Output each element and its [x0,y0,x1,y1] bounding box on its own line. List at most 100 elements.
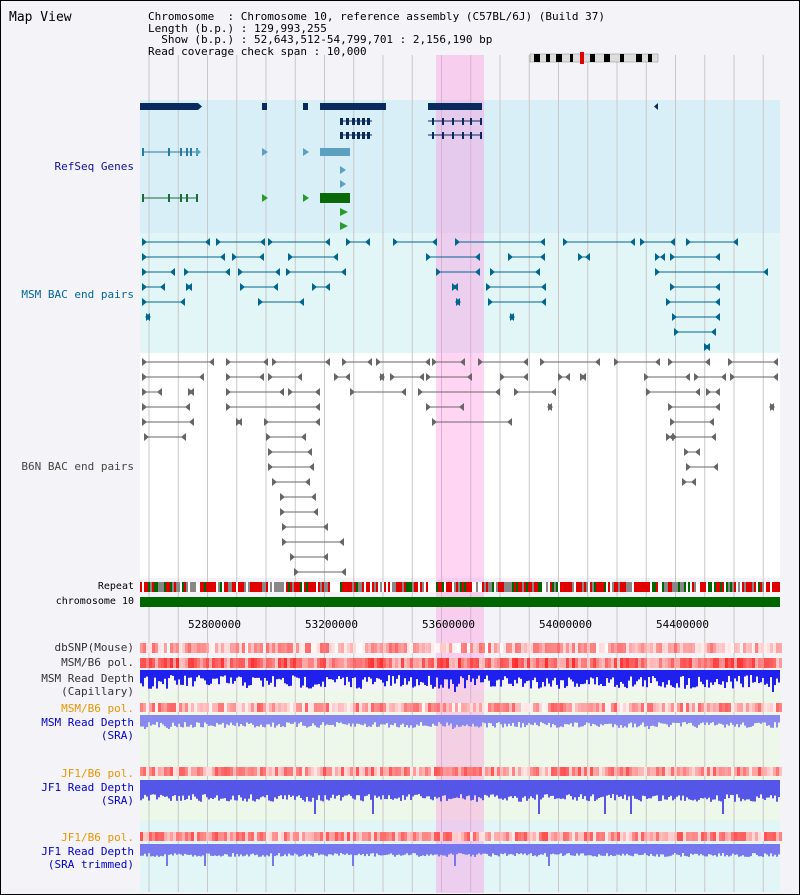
polymorphism-cell [443,643,446,653]
read-depth-bar [156,670,158,689]
b6n-bac-pair-end [279,388,284,396]
polymorphism-cell [566,767,569,776]
repeat-mark [490,582,492,592]
msm-b6-pol-sra-label[interactable]: MSM/B6 pol. [61,702,134,715]
read-depth-bar [328,844,330,855]
read-depth-bar [660,715,662,724]
repeat-mark [672,582,674,592]
msm-read-depth-capillary-label[interactable]: MSM Read Depth (Capillary) [41,672,134,698]
msm-bac-pair-end [142,268,147,276]
read-depth-bar [264,715,266,728]
polymorphism-cell [548,703,551,712]
b6n-bac-track-label[interactable]: B6N BAC end pairs [21,460,134,473]
polymorphism-cell [572,643,575,653]
msm-b6-pol-track-label[interactable]: MSM/B6 pol. [61,656,134,669]
read-depth-bar [154,670,156,678]
polymorphism-cell [392,703,395,712]
polymorphism-cell [455,832,458,841]
polymorphism-cell [266,643,269,653]
msm-read-depth-sra-label[interactable]: MSM Read Depth (SRA) [41,716,134,742]
b6n-bac-pair-end [614,358,619,366]
read-depth-bar [494,844,496,855]
read-depth-bar [510,780,512,797]
read-depth-bar [194,844,196,856]
polymorphism-cell [596,832,599,841]
refseq-track-label[interactable]: RefSeq Genes [54,160,134,173]
read-depth-bar [422,670,424,683]
msm-bac-track-label[interactable]: MSM BAC end pairs [21,288,134,301]
read-depth-bar [408,670,410,682]
read-depth-bar [670,670,672,686]
msm-bac-pair-end [686,238,691,246]
read-depth-bar [672,670,674,688]
read-depth-bar [338,670,340,677]
polymorphism-cell [302,767,305,776]
polymorphism-cell [680,658,683,668]
read-depth-bar [458,844,460,854]
repeat-mark [652,582,654,592]
polymorphism-cell [674,643,677,653]
read-depth-bar [380,670,382,680]
gene-exon [352,118,355,125]
read-depth-bar [538,844,540,856]
read-depth-bar [576,780,578,801]
read-depth-bar [324,670,326,687]
b6n-bac-pair-end [495,388,500,396]
jf1-read-depth-trimmed-label[interactable]: JF1 Read Depth (SRA trimmed) [41,845,134,871]
polymorphism-cell [503,643,506,653]
jf1-read-depth-sra-label[interactable]: JF1 Read Depth (SRA) [41,781,134,807]
polymorphism-cell [479,767,482,776]
read-depth-bar [562,670,564,681]
jf1-b6-pol-label[interactable]: JF1/B6 pol. [61,767,134,780]
read-depth-bar [168,844,170,855]
read-depth-bar [472,715,474,724]
read-depth-bar [764,715,766,723]
polymorphism-cell [554,767,557,776]
read-depth-bar [720,670,722,685]
read-depth-bar [542,844,544,855]
polymorphism-cell [272,832,275,841]
read-depth-bar [482,670,484,683]
read-depth-bar [766,715,768,726]
read-depth-bar [726,780,728,795]
polymorphism-cell [206,767,209,776]
read-depth-bar [654,715,656,727]
polymorphism-cell [662,767,665,776]
read-depth-bar [630,715,632,723]
read-depth-bar [272,780,274,802]
read-depth-bar [726,715,728,725]
gene-exon [452,118,454,125]
chromosome-track-label[interactable]: chromosome 10 [55,596,134,607]
read-depth-bar [708,780,710,798]
read-depth-bar [188,780,190,796]
read-depth-bar [680,715,682,727]
polymorphism-cell [257,643,260,653]
read-depth-bar [392,715,394,726]
read-depth-bar [286,844,288,857]
repeat-mark [438,582,440,592]
b6n-bac-pair-end [142,373,147,381]
polymorphism-cell [170,643,173,653]
polymorphism-cell [707,703,710,712]
read-depth-bar [366,780,368,796]
read-depth-bar [692,844,694,855]
repeat-track-label[interactable]: Repeat [97,581,134,592]
polymorphism-cell [542,767,545,776]
jf1-b6-pol-trimmed-label[interactable]: JF1/B6 pol. [61,831,134,844]
polymorphism-cell [638,658,641,668]
polymorphism-cell [710,767,713,776]
read-depth-bar [660,780,662,801]
polymorphism-cell [263,643,266,653]
polymorphism-cell [557,767,560,776]
repeat-mark [666,582,668,592]
gene-exon [357,118,360,125]
read-depth-bar [648,844,650,857]
gene-arrow [262,194,268,202]
read-depth-bar [636,715,638,728]
read-depth-bar [164,844,166,855]
read-depth-bar [722,715,724,725]
gene-exon [196,194,198,202]
dbsnp-track-label[interactable]: dbSNP(Mouse) [54,641,134,654]
read-depth-bar [374,780,376,796]
